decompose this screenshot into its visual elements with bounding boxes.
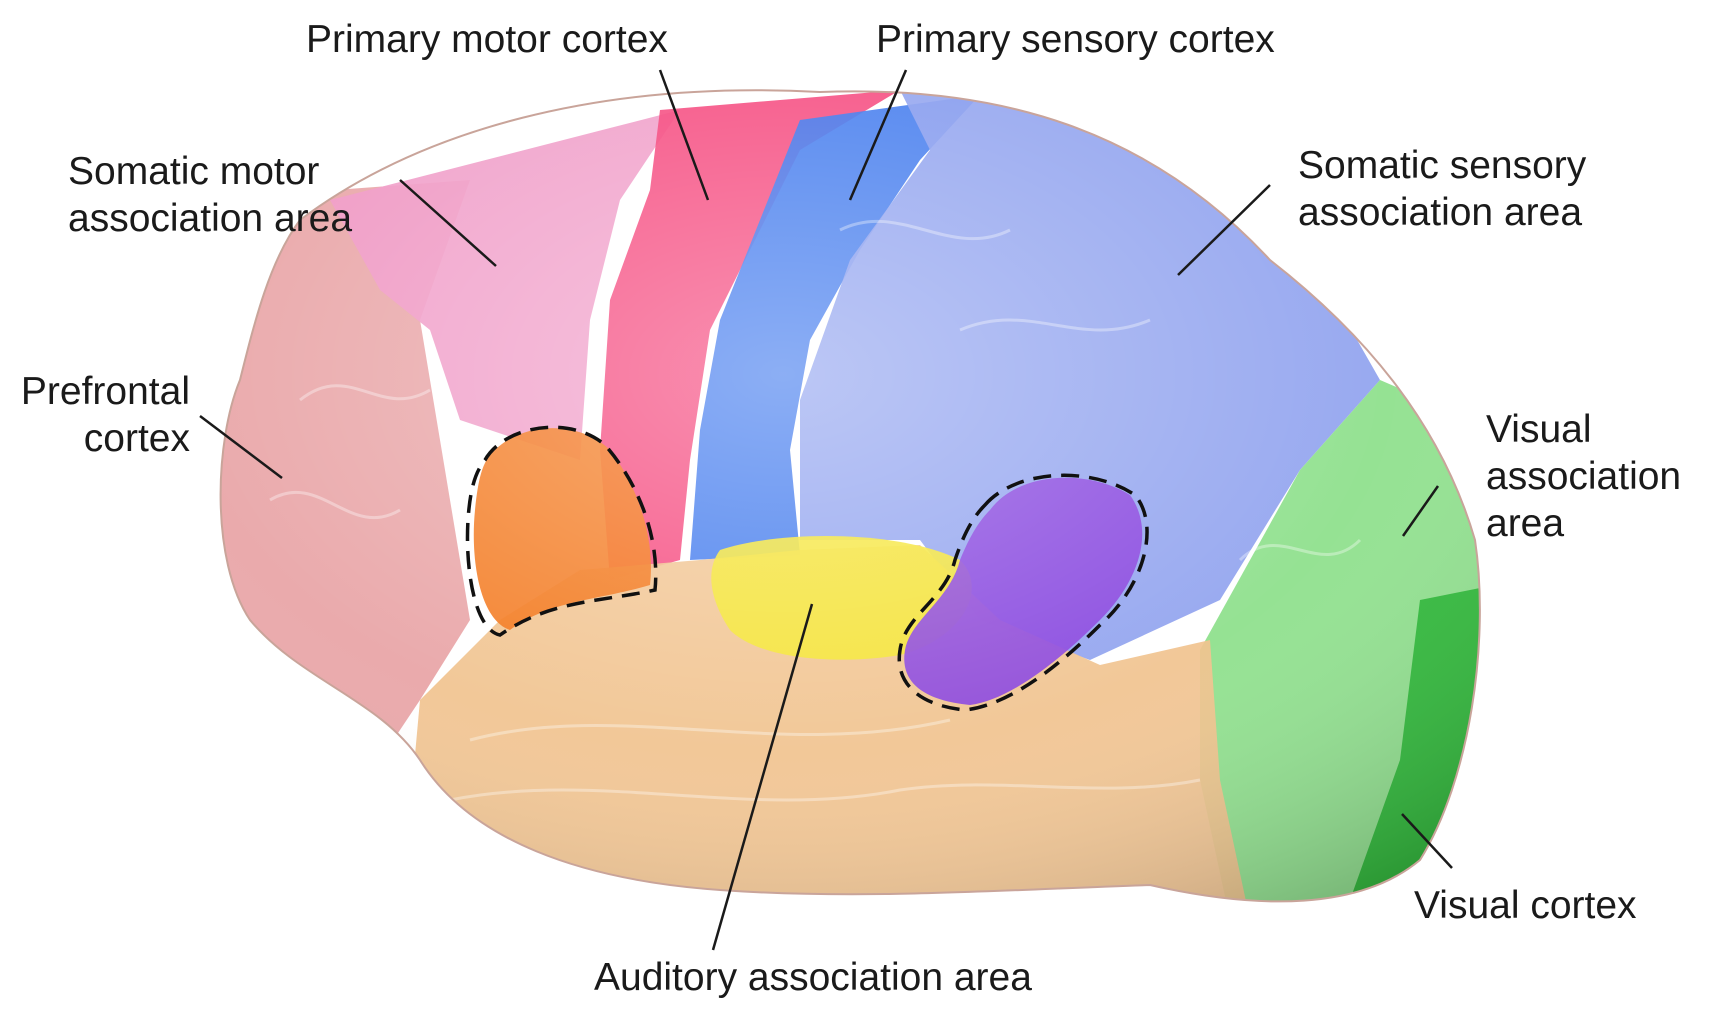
label-somatic-sensory-association-area: Somatic sensory association area — [1298, 142, 1586, 236]
label-prefrontal-cortex-line1: Prefrontal — [20, 370, 190, 413]
wernicke-dashed-outline — [897, 473, 1149, 712]
leader-line-prefrontal — [199, 415, 283, 479]
label-visual-association-line1: Visual — [1486, 408, 1592, 451]
broca-dashed-outline — [465, 425, 658, 637]
label-auditory-association-area: Auditory association area — [594, 954, 1032, 1001]
label-prefrontal-cortex: Prefrontal cortex — [4, 368, 190, 462]
leader-line-somatic-motor — [399, 179, 497, 267]
label-somatic-motor-association-line1: Somatic motor — [68, 150, 320, 193]
gyri-lines — [269, 219, 1362, 802]
label-primary-sensory-cortex-text: Primary sensory cortex — [876, 18, 1275, 61]
label-prefrontal-cortex-line2: cortex — [83, 417, 190, 460]
leader-lines — [199, 69, 1453, 951]
leader-line-primary-sensory — [848, 69, 908, 201]
leader-line-primary-motor — [658, 69, 710, 201]
label-somatic-sensory-association-line1: Somatic sensory — [1298, 144, 1587, 187]
label-primary-motor-cortex-text: Primary motor cortex — [306, 18, 668, 61]
label-visual-association-line2: association — [1486, 455, 1682, 498]
label-visual-cortex-text: Visual cortex — [1414, 884, 1637, 927]
label-primary-motor-cortex: Primary motor cortex — [306, 16, 668, 63]
label-visual-association-area: Visual association area — [1486, 406, 1681, 547]
leader-line-auditory-association — [711, 603, 814, 951]
label-visual-cortex: Visual cortex — [1414, 882, 1637, 929]
leader-line-visual-cortex — [1401, 813, 1453, 869]
label-visual-association-line3: area — [1486, 502, 1565, 545]
label-somatic-motor-association-area: Somatic motor association area — [68, 148, 352, 242]
label-somatic-motor-association-line2: association area — [68, 197, 353, 240]
label-auditory-association-area-text: Auditory association area — [594, 956, 1032, 999]
leader-line-somatic-sensory — [1177, 184, 1271, 276]
label-somatic-sensory-association-line2: association area — [1298, 191, 1583, 234]
leader-line-visual-association — [1401, 485, 1440, 537]
label-primary-sensory-cortex: Primary sensory cortex — [876, 16, 1275, 63]
brain-outline — [219, 89, 1481, 903]
